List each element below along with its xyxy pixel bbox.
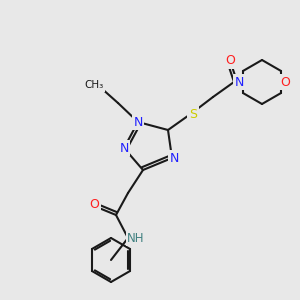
- Text: NH: NH: [127, 232, 145, 244]
- Text: S: S: [189, 107, 197, 121]
- Text: N: N: [133, 116, 143, 128]
- Text: N: N: [119, 142, 129, 154]
- Text: O: O: [225, 55, 235, 68]
- Text: N: N: [169, 152, 179, 164]
- Text: O: O: [89, 199, 99, 212]
- Text: N: N: [234, 76, 244, 88]
- Text: CH₃: CH₃: [84, 80, 104, 90]
- Text: O: O: [280, 76, 290, 88]
